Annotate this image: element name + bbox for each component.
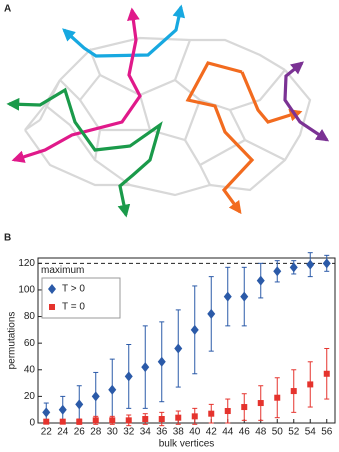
square-marker [323,370,330,377]
square-marker [109,417,116,424]
square-marker [241,404,248,411]
x-tick-label: 38 [173,427,185,438]
diamond-marker [223,291,232,302]
purple-path [283,61,330,142]
green-path [6,87,163,218]
diamond-marker [273,266,282,277]
diamond-marker [174,343,183,354]
x-tick-label: 42 [206,427,218,438]
x-tick-label: 54 [305,427,317,438]
y-tick-label: 40 [24,364,36,375]
panel-label: A [4,4,11,15]
orange-branch [240,71,303,124]
diamond-marker [141,362,150,373]
diamond-marker [306,259,315,270]
square-marker [307,381,314,388]
x-tick-label: 30 [107,427,119,438]
square-marker [142,416,149,423]
x-tick-label: 28 [90,427,102,438]
y-tick-label: 0 [29,418,35,429]
x-tick-label: 46 [239,427,251,438]
diamond-marker [190,324,199,335]
x-tick-label: 26 [74,427,86,438]
y-tick-label: 120 [18,258,35,269]
square-marker [224,408,231,415]
x-tick-label: 40 [189,427,201,438]
diamond-marker [91,391,100,402]
y-tick-label: 20 [24,391,36,402]
cyan-path [62,4,186,58]
y-axis-label: permutations [7,312,18,370]
square-marker [191,413,198,420]
legend-label: T = 0 [62,302,85,313]
y-tick-label: 80 [24,311,36,322]
x-tick-label: 32 [123,427,135,438]
diamond-marker [240,291,249,302]
diamond-marker [157,356,166,367]
panel-a: A [4,4,330,218]
y-tick-label: 100 [18,285,35,296]
lattice [24,36,312,197]
square-marker [257,400,264,407]
x-tick-label: 50 [272,427,284,438]
square-marker [290,388,297,395]
square-marker [175,414,182,421]
square-marker [158,416,165,423]
diamond-marker [124,371,133,382]
diamond-marker [75,399,84,410]
square-marker [274,394,281,401]
x-tick-label: 44 [222,427,234,438]
plot-frame [37,257,336,424]
square-marker [59,418,66,425]
square-marker [43,418,50,425]
square-marker [76,418,83,425]
x-tick-label: 52 [288,427,300,438]
x-tick-label: 48 [255,427,267,438]
panel-label: B [4,233,11,244]
diamond-marker [207,308,216,319]
legend-label: T > 0 [62,284,85,295]
legend-marker [49,304,55,310]
diamond-marker [289,262,298,273]
diamond-marker [42,407,51,418]
diamond-marker [322,258,331,269]
y-tick-label: 60 [24,338,36,349]
orange-path [185,61,255,215]
legend-marker [48,284,56,294]
diamond-marker [58,404,67,415]
square-marker [92,417,99,424]
x-tick-label: 24 [57,427,69,438]
diamond-marker [256,275,265,286]
reference-label: maximum [41,265,84,276]
square-marker [208,410,215,417]
x-tick-label: 36 [156,427,168,438]
x-tick-label: 56 [321,427,333,438]
panel-b: B 0 20 40 60 80 100 120 22 24 26 28 30 32 34 36 38 40 42 4… [4,233,336,450]
x-tick-label: 22 [41,427,53,438]
x-axis-label: bulk vertices [159,439,215,450]
legend-box [41,277,121,319]
x-tick-label: 34 [140,427,152,438]
square-marker [125,417,132,424]
diamond-marker [108,384,117,395]
